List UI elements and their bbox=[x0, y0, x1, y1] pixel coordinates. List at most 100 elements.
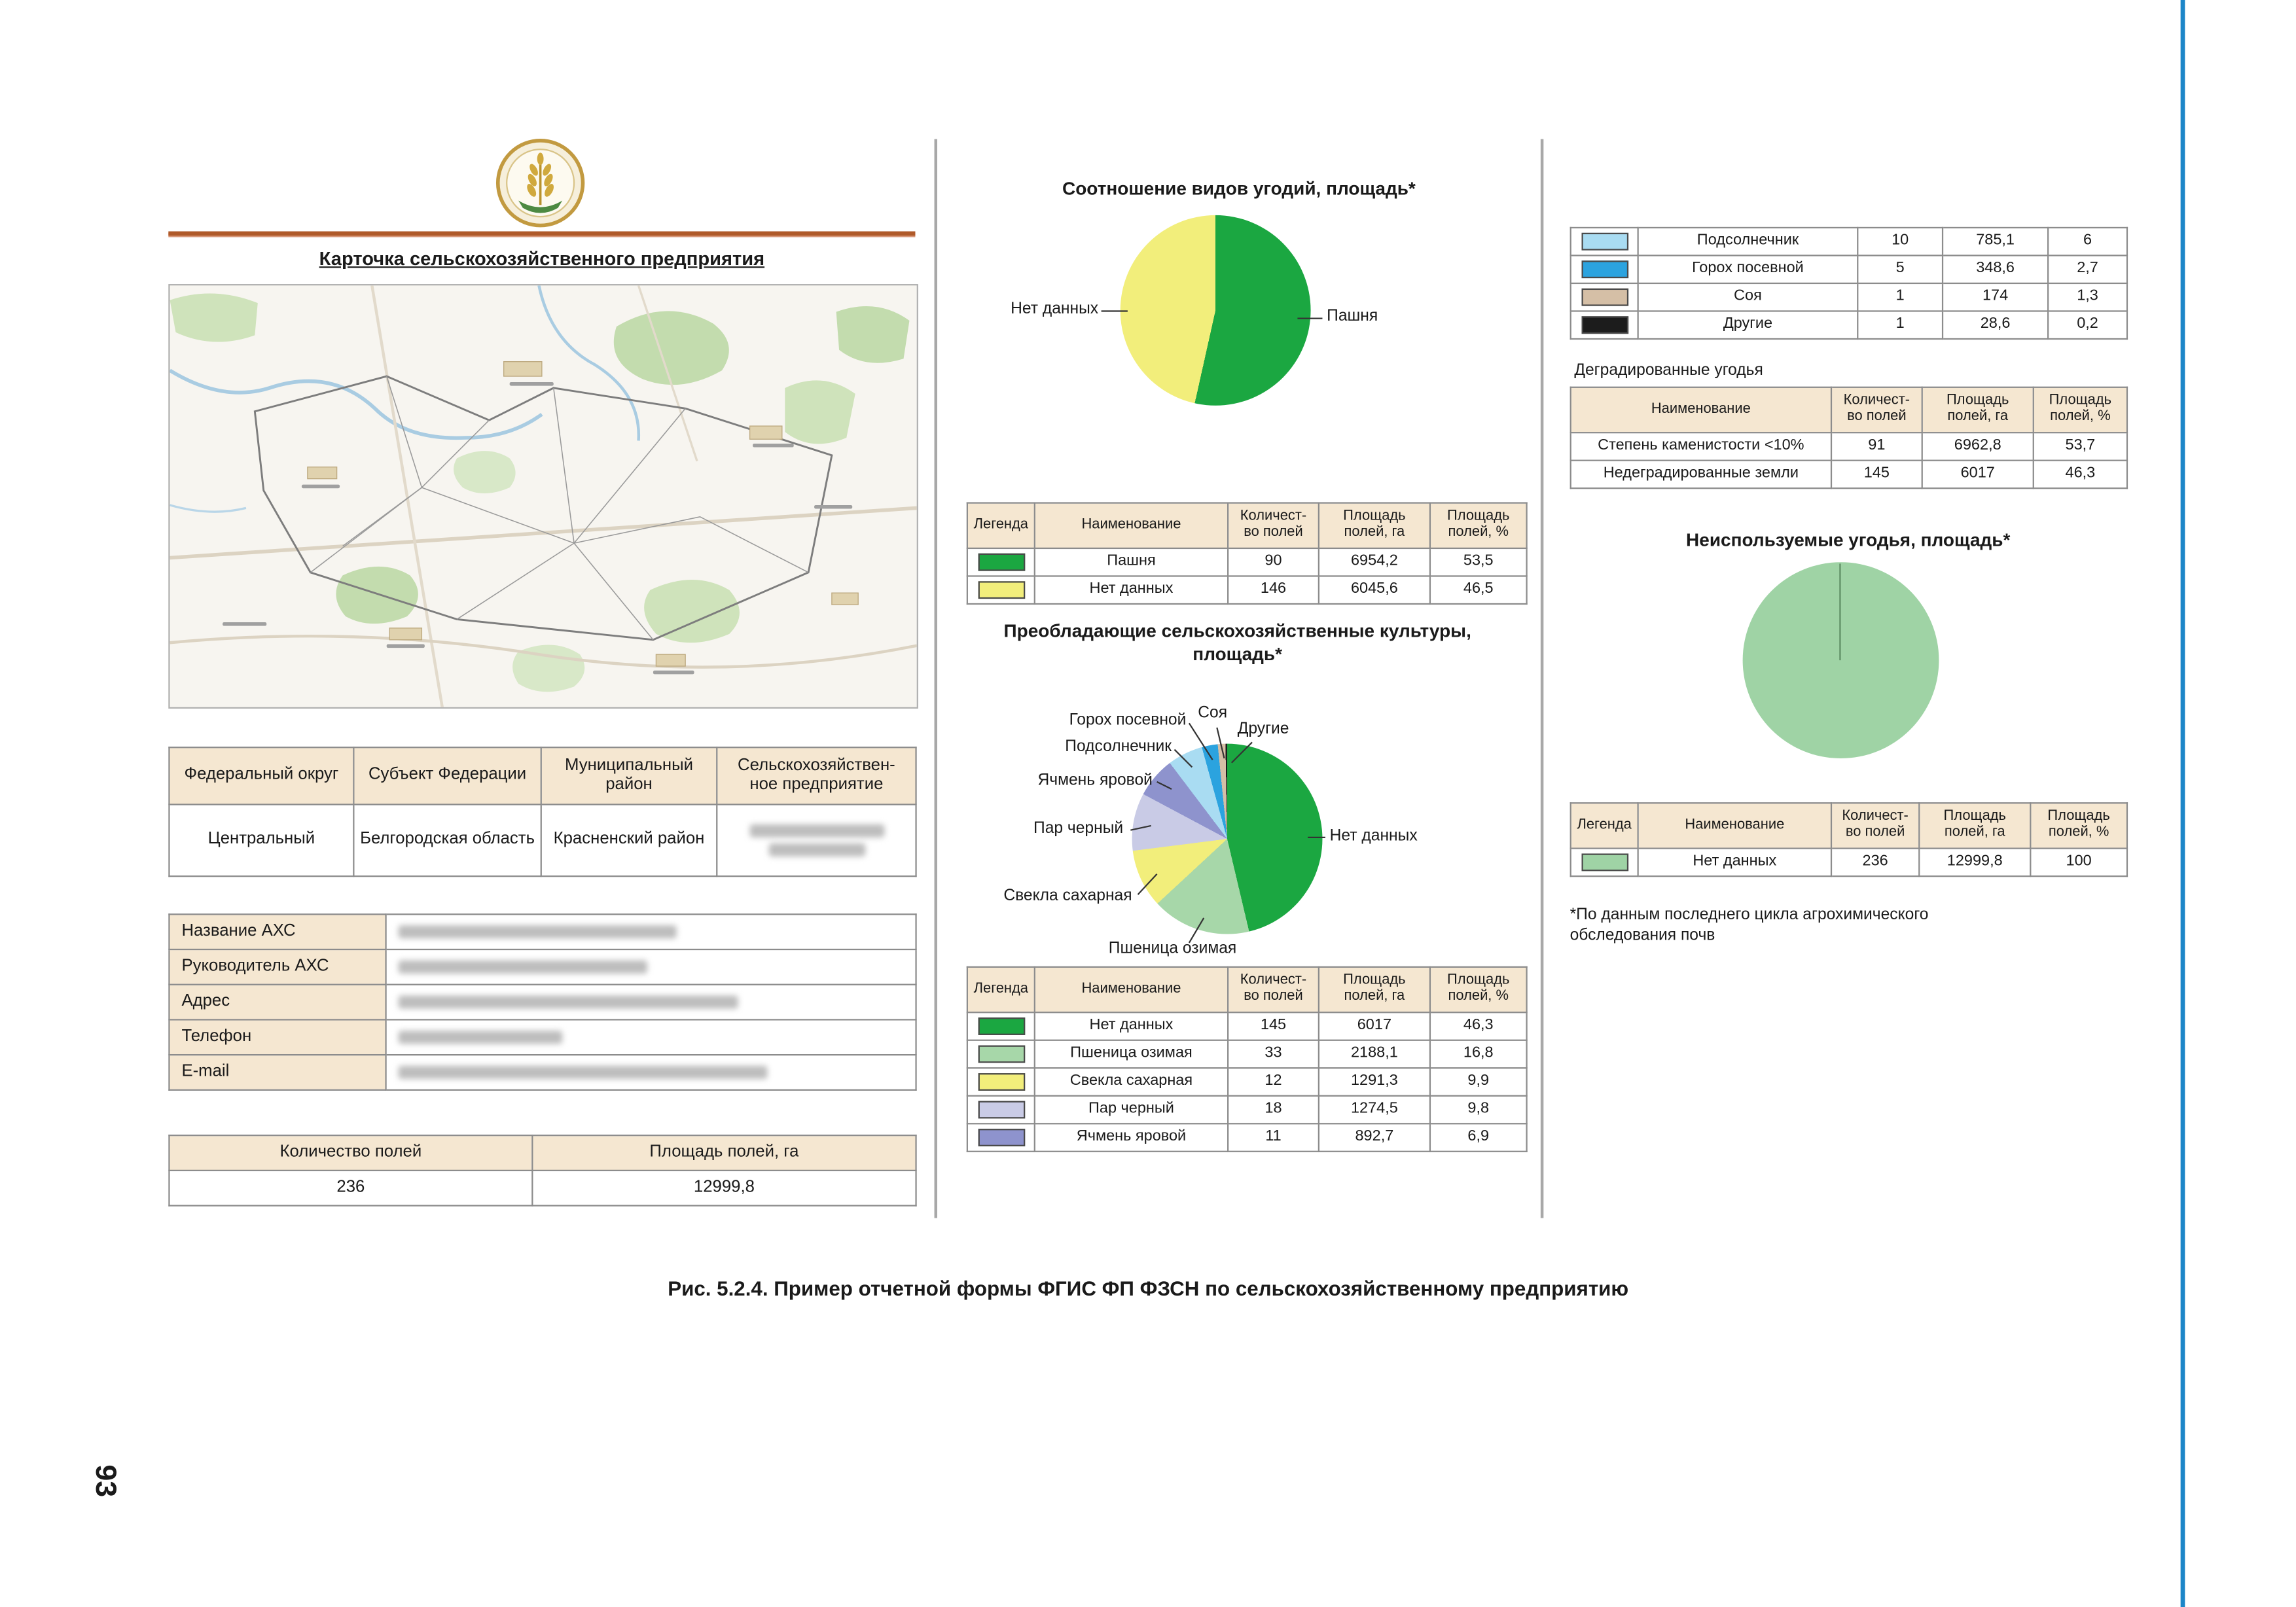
legend-swatch bbox=[1581, 316, 1628, 334]
table-row: Телефон bbox=[168, 1019, 917, 1056]
legend-swatch bbox=[977, 1072, 1025, 1091]
cell-percent: 16,8 bbox=[1429, 1039, 1528, 1069]
legend-swatch-cell bbox=[966, 547, 1035, 577]
cell-area: 6017 bbox=[1318, 1012, 1431, 1041]
table-row: Свекла сахарная 12 1291,3 9,9 bbox=[966, 1067, 1528, 1097]
crops-legend-table: Легенда Наименование Количест-во полей П… bbox=[966, 966, 1528, 1152]
table-row: Горох посевной 5 348,6 2,7 bbox=[1570, 255, 2128, 285]
legend-swatch-cell bbox=[966, 1123, 1035, 1152]
legend-swatch-cell bbox=[1570, 310, 1639, 340]
table-row: Ячмень яровой 11 892,7 6,9 bbox=[966, 1123, 1528, 1152]
table-row: Пашня 90 6954,2 53,5 bbox=[966, 547, 1528, 577]
cell-percent: 9,9 bbox=[1429, 1067, 1528, 1097]
cell-municipal-district: Красненский район bbox=[540, 804, 718, 877]
legend-swatch bbox=[977, 553, 1025, 571]
crops-legend-continuation-table: Подсолнечник 10 785,1 6 Горох посевной 5… bbox=[1570, 226, 2128, 340]
column-header: Площадь полей, % bbox=[1429, 966, 1528, 1014]
column-divider bbox=[1540, 139, 1544, 1218]
cell-fields: 145 bbox=[1227, 1012, 1319, 1041]
pie-callout-wheat: Пшеница озимая bbox=[1108, 940, 1237, 958]
enterprise-map bbox=[168, 284, 918, 709]
detail-label: E-mail bbox=[168, 1054, 387, 1091]
cell-fields-area: 12999,8 bbox=[531, 1169, 917, 1207]
table-row: Степень каменистости <10% 91 6962,8 53,7 bbox=[1570, 432, 2128, 461]
legend-swatch-cell bbox=[1570, 226, 1639, 256]
column-header: Сельскохозяйствен-ное предприятие bbox=[716, 747, 917, 805]
callout-line bbox=[1297, 317, 1323, 319]
legend-swatch-cell bbox=[1570, 255, 1639, 285]
cell-fields: 145 bbox=[1830, 459, 1923, 489]
cell-percent: 9,8 bbox=[1429, 1095, 1528, 1125]
pie-callout-soy: Соя bbox=[1198, 704, 1228, 722]
pie-chart-unused bbox=[1742, 562, 1939, 759]
table-row: Подсолнечник 10 785,1 6 bbox=[1570, 226, 2128, 256]
cell-name: Нет данных bbox=[1033, 1012, 1229, 1041]
cell-area: 6017 bbox=[1921, 459, 2034, 489]
column-header: Площадь полей, га bbox=[1918, 802, 2032, 849]
table-header-row: Легенда Наименование Количест-во полей П… bbox=[966, 502, 1528, 550]
figure-caption: Рис. 5.2.4. Пример отчетной формы ФГИС Ф… bbox=[668, 1277, 1629, 1300]
column-header: Площадь полей, % bbox=[1429, 502, 1528, 550]
legend-swatch bbox=[977, 1128, 1025, 1146]
chart-title-crops: Преобладающие сельскохозяйственные культ… bbox=[1003, 620, 1471, 664]
map-settlements bbox=[307, 361, 859, 667]
column-header: Наименование bbox=[1637, 802, 1833, 849]
cell-name: Ячмень яровой bbox=[1033, 1123, 1229, 1152]
legend-swatch bbox=[1581, 853, 1628, 872]
column-header: Легенда bbox=[966, 966, 1035, 1014]
table-row: Центральный Белгородская область Краснен… bbox=[168, 804, 917, 877]
cell-area: 348,6 bbox=[1941, 255, 2049, 285]
column-header: Наименование bbox=[1033, 966, 1229, 1014]
cell-percent: 6,9 bbox=[1429, 1123, 1528, 1152]
map-image bbox=[169, 285, 918, 708]
column-header: Количест-во полей bbox=[1227, 966, 1319, 1014]
cell-area: 785,1 bbox=[1941, 226, 2049, 256]
page-edge-accent bbox=[2180, 0, 2185, 1607]
pie-callout-other: Другие bbox=[1237, 720, 1289, 738]
column-header: Количест-во полей bbox=[1227, 502, 1319, 550]
detail-label: Название АХС bbox=[168, 913, 387, 951]
cell-name: Недеградированные земли bbox=[1570, 459, 1833, 489]
column-header: Федеральный округ bbox=[168, 747, 355, 805]
cell-fields: 10 bbox=[1857, 226, 1944, 256]
column-header: Площадь полей, га bbox=[1318, 966, 1431, 1014]
cell-fields: 146 bbox=[1227, 575, 1319, 605]
legend-swatch-cell bbox=[1570, 847, 1639, 877]
callout-line bbox=[1101, 310, 1128, 312]
cell-name: Нет данных bbox=[1033, 575, 1229, 605]
detail-label: Адрес bbox=[168, 983, 387, 1021]
detail-label: Руководитель АХС bbox=[168, 948, 387, 985]
pie-callout-barley: Ячмень яровой bbox=[1037, 771, 1153, 790]
pie-callout-no-data: Нет данных bbox=[1011, 300, 1099, 318]
table-row: Нет данных 146 6045,6 46,5 bbox=[966, 575, 1528, 605]
land-use-legend-table: Легенда Наименование Количест-во полей П… bbox=[966, 502, 1528, 605]
cell-percent: 46,5 bbox=[1429, 575, 1528, 605]
table-header-row: Наименование Количест-во полей Площадь п… bbox=[1570, 386, 2128, 434]
cell-area: 12999,8 bbox=[1918, 847, 2032, 877]
cell-fields: 18 bbox=[1227, 1095, 1319, 1125]
cell-fields: 1 bbox=[1857, 282, 1944, 312]
cell-percent: 46,3 bbox=[1429, 1012, 1528, 1041]
column-header: Количество полей bbox=[168, 1135, 533, 1171]
cell-name: Пшеница озимая bbox=[1033, 1039, 1229, 1069]
cell-fields: 1 bbox=[1857, 310, 1944, 340]
cell-area: 6954,2 bbox=[1318, 547, 1431, 577]
cell-name: Пар черный bbox=[1033, 1095, 1229, 1125]
cell-name: Соя bbox=[1637, 282, 1859, 312]
page-number: 93 bbox=[88, 1464, 121, 1498]
legend-swatch-cell bbox=[966, 1067, 1035, 1097]
column-header: Площадь полей, га bbox=[531, 1135, 917, 1171]
cell-percent: 100 bbox=[2030, 847, 2128, 877]
chart-title-land-use: Соотношение видов угодий, площадь* bbox=[1062, 178, 1416, 200]
pie-radius-tick bbox=[1839, 563, 1841, 661]
cell-name: Пашня bbox=[1033, 547, 1229, 577]
table-row: Недеградированные земли 145 6017 46,3 bbox=[1570, 459, 2128, 489]
cell-area: 28,6 bbox=[1941, 310, 2049, 340]
table-row: E-mail bbox=[168, 1054, 917, 1091]
map-label-marks bbox=[223, 381, 853, 675]
header-rule bbox=[168, 231, 916, 236]
cell-percent: 6 bbox=[2047, 226, 2128, 256]
column-header: Легенда bbox=[966, 502, 1035, 550]
table-row: Адрес bbox=[168, 983, 917, 1021]
column-header: Количест-во полей bbox=[1830, 802, 1920, 849]
